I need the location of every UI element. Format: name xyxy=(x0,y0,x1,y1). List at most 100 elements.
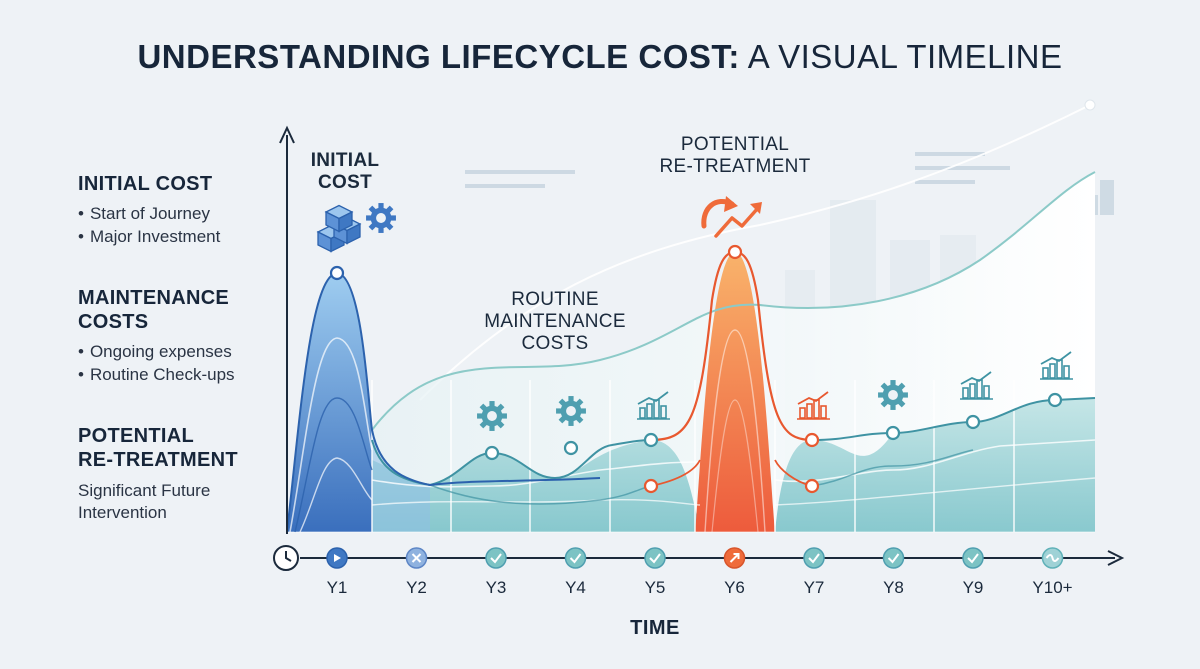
sidebar-initial-heading: INITIAL COST xyxy=(78,173,213,195)
page-title: UNDERSTANDING LIFECYCLE COST: A VISUAL T… xyxy=(0,38,1200,76)
gear-tooth xyxy=(489,424,495,431)
check-marker-icon xyxy=(644,547,666,569)
curved-arrow-head xyxy=(724,196,738,212)
initial-cost-inner-line xyxy=(289,337,373,533)
check-marker-icon xyxy=(564,547,587,569)
annotation-line: INITIAL xyxy=(310,150,380,171)
axis-markers xyxy=(326,547,1064,569)
cost-points xyxy=(329,244,1063,494)
sidebar-maintenance-heading-1: MAINTENANCE xyxy=(78,287,230,309)
x-axis xyxy=(273,545,1125,571)
icon-bar xyxy=(660,405,667,419)
data-point xyxy=(1047,392,1063,408)
icon-trend xyxy=(1040,351,1072,365)
x-tick-label: Y1 xyxy=(326,578,348,597)
marker-glyph xyxy=(649,553,661,564)
marker-circle xyxy=(564,547,587,569)
x-axis-title: TIME xyxy=(630,617,680,639)
arrow-marker-icon xyxy=(723,547,746,569)
annotation-line: RE-TREATMENT xyxy=(659,156,811,177)
cross-marker-icon xyxy=(405,547,428,569)
marker-circle xyxy=(962,547,984,569)
annotation-line: MAINTENANCE xyxy=(484,311,626,332)
bar-chart-icon xyxy=(637,391,670,420)
maintenance-line xyxy=(811,449,974,487)
cube-right xyxy=(338,210,353,233)
sidebar-retreatment: POTENTIAL RE-TREATMENT Significant Futur… xyxy=(78,424,238,524)
decor-dot xyxy=(1084,99,1096,111)
annotation-line: POTENTIAL xyxy=(680,134,790,155)
trend-line xyxy=(371,171,1096,431)
retreatment-inner-line xyxy=(711,399,759,533)
data-point xyxy=(643,478,659,494)
marker-circle xyxy=(882,547,905,569)
sidebar-retreatment-heading-2: RE-TREATMENT xyxy=(78,449,238,471)
data-point xyxy=(804,432,820,448)
gear-hole xyxy=(487,411,497,421)
maintenance-line xyxy=(811,397,1096,441)
sidebar-maintenance: MAINTENANCE COSTS Ongoing expenses Routi… xyxy=(78,286,235,386)
icon-bar xyxy=(820,405,827,419)
gear-tooth xyxy=(489,401,495,408)
annotation-line: COSTS xyxy=(521,333,589,354)
title-rest: A VISUAL TIMELINE xyxy=(739,38,1063,75)
gear-hole xyxy=(888,390,898,400)
icon-bar xyxy=(806,403,813,419)
marker-glyph xyxy=(490,553,502,564)
retreatment-inner-line xyxy=(704,329,766,533)
marker-glyph xyxy=(729,553,740,563)
sidebar-maintenance-heading-2: COSTS xyxy=(78,311,149,333)
initial-cost-inner-line xyxy=(299,457,373,533)
decor-bar xyxy=(1100,180,1114,215)
marker-glyph xyxy=(887,553,900,564)
marker-circle xyxy=(644,547,666,569)
y-axis-arrow-icon xyxy=(279,125,295,144)
icon-trend xyxy=(960,371,992,385)
wave-marker-icon xyxy=(1041,547,1064,569)
x-tick-label: Y5 xyxy=(644,578,666,597)
bar-chart-icon xyxy=(1040,351,1073,380)
wave-line xyxy=(371,477,1096,506)
icon-bar xyxy=(962,387,969,399)
title-bold: UNDERSTANDING LIFECYCLE COST: xyxy=(137,38,740,75)
annotation-initial-cost: INITIAL COST xyxy=(290,150,400,194)
icon-bar xyxy=(1049,363,1056,379)
decor-curve xyxy=(419,104,1091,401)
gear-tooth xyxy=(378,226,384,233)
retreatment-area xyxy=(695,252,775,532)
trend-arrow-icon xyxy=(701,196,762,238)
bar-chart-icon xyxy=(960,371,993,400)
zigzag-arrow-head xyxy=(750,202,762,214)
icon-trend xyxy=(637,391,669,405)
initial-cost-tail xyxy=(372,430,430,532)
play-marker-icon xyxy=(326,547,348,569)
data-point xyxy=(885,425,901,441)
data-point xyxy=(804,478,820,494)
marker-glyph xyxy=(967,553,979,564)
icon-bar xyxy=(1042,367,1049,379)
marker-glyph xyxy=(1045,554,1060,562)
annotation-line: COST xyxy=(318,172,372,193)
x-tick-label: Y6 xyxy=(724,578,745,597)
check-marker-icon xyxy=(803,547,825,569)
icon-bar xyxy=(983,385,990,399)
gear-icon xyxy=(556,396,586,426)
gear-hole xyxy=(566,406,576,416)
data-point xyxy=(329,265,345,281)
data-point xyxy=(643,432,659,448)
icon-bar xyxy=(969,383,976,399)
icon-bar xyxy=(799,407,806,419)
sidebar-maintenance-bullet: Ongoing expenses xyxy=(78,340,235,363)
x-tick-label: Y4 xyxy=(565,578,586,597)
zigzag-arrow xyxy=(714,206,760,238)
y-axis xyxy=(279,125,295,534)
icon-trend xyxy=(797,391,829,405)
data-point xyxy=(484,445,500,461)
x-tick-label: Y3 xyxy=(485,578,507,597)
sidebar-retreatment-heading-1: POTENTIAL xyxy=(78,425,195,447)
gear-hole xyxy=(376,213,386,223)
cube-right xyxy=(346,222,361,245)
annotation-potential-retreatment: POTENTIAL RE-TREATMENT xyxy=(640,134,830,178)
